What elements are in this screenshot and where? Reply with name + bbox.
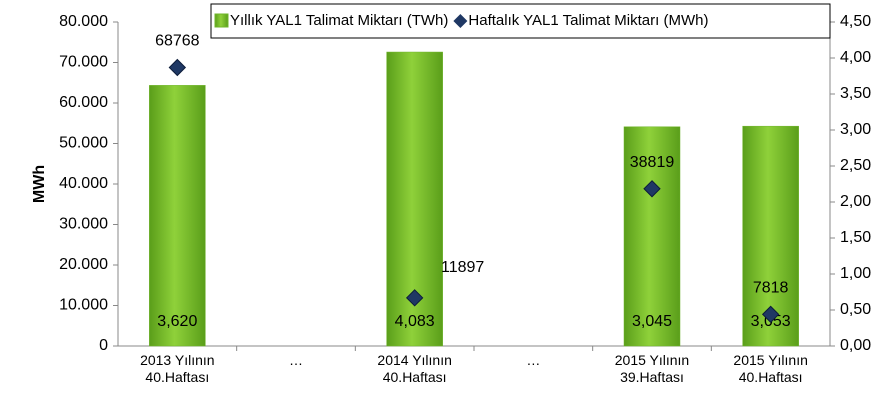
point-value-label: 11897 xyxy=(441,259,484,276)
legend-label: Haftalık YAL1 Talimat Miktarı (MWh) xyxy=(468,12,708,29)
legend-label: Yıllık YAL1 Talimat Miktarı (TWh) xyxy=(230,12,448,29)
y-tick-label: 70.000 xyxy=(59,54,108,71)
x-tick-label: … xyxy=(526,352,541,368)
y-tick-label: 20.000 xyxy=(59,256,108,273)
x-tick-label: 2015 Yılının 40.Haftası xyxy=(733,352,808,385)
y-tick-label: 10.000 xyxy=(59,297,108,314)
y-tick-label: 60.000 xyxy=(59,94,108,111)
bar xyxy=(623,126,681,347)
diamond-marker xyxy=(405,289,424,307)
bar-value-label: 3,620 xyxy=(157,313,197,330)
diamond-marker xyxy=(643,180,661,198)
x-tick-label: … xyxy=(289,352,303,368)
y2-tick-label: 1,50 xyxy=(840,229,871,246)
y2-tick-label: 2,00 xyxy=(840,193,871,210)
x-tick-label: 2014 Yılının 40.Haftası xyxy=(377,352,452,385)
y2-tick-label: 4,50 xyxy=(840,13,871,30)
point-value-label: 38819 xyxy=(630,154,675,171)
y-tick-label: 50.000 xyxy=(59,135,108,152)
legend-swatch xyxy=(214,13,229,28)
legend-swatch xyxy=(453,14,468,28)
y2-tick-label: 3,00 xyxy=(840,121,871,138)
x-tick-label: 2013 Yılının 40.Haftası xyxy=(140,352,215,385)
y-tick-label: 40.000 xyxy=(59,175,108,192)
bar xyxy=(149,85,206,347)
y-tick-label: 0 xyxy=(99,337,108,354)
y2-tick-label: 2,50 xyxy=(840,157,871,174)
bar-value-label: 3,045 xyxy=(632,313,672,330)
legend-box xyxy=(210,3,831,39)
y-axis-title: MWh xyxy=(31,165,48,203)
y2-tick-label: 3,50 xyxy=(840,85,871,102)
bar-value-label: 4,083 xyxy=(395,313,435,330)
y2-tick-label: 0,50 xyxy=(840,301,871,318)
y2-tick-label: 4,00 xyxy=(840,49,871,66)
diamond-marker xyxy=(761,305,780,324)
y-tick-label: 30.000 xyxy=(59,216,108,233)
point-value-label: 7818 xyxy=(753,280,789,297)
point-value-label: 68768 xyxy=(155,33,200,50)
y2-tick-label: 0,00 xyxy=(840,337,871,354)
y2-tick-label: 1,00 xyxy=(840,265,871,282)
x-tick-label: 2015 Yılının 39.Haftası xyxy=(614,352,690,385)
diamond-marker xyxy=(168,58,187,77)
y-tick-label: 80.000 xyxy=(59,13,108,30)
